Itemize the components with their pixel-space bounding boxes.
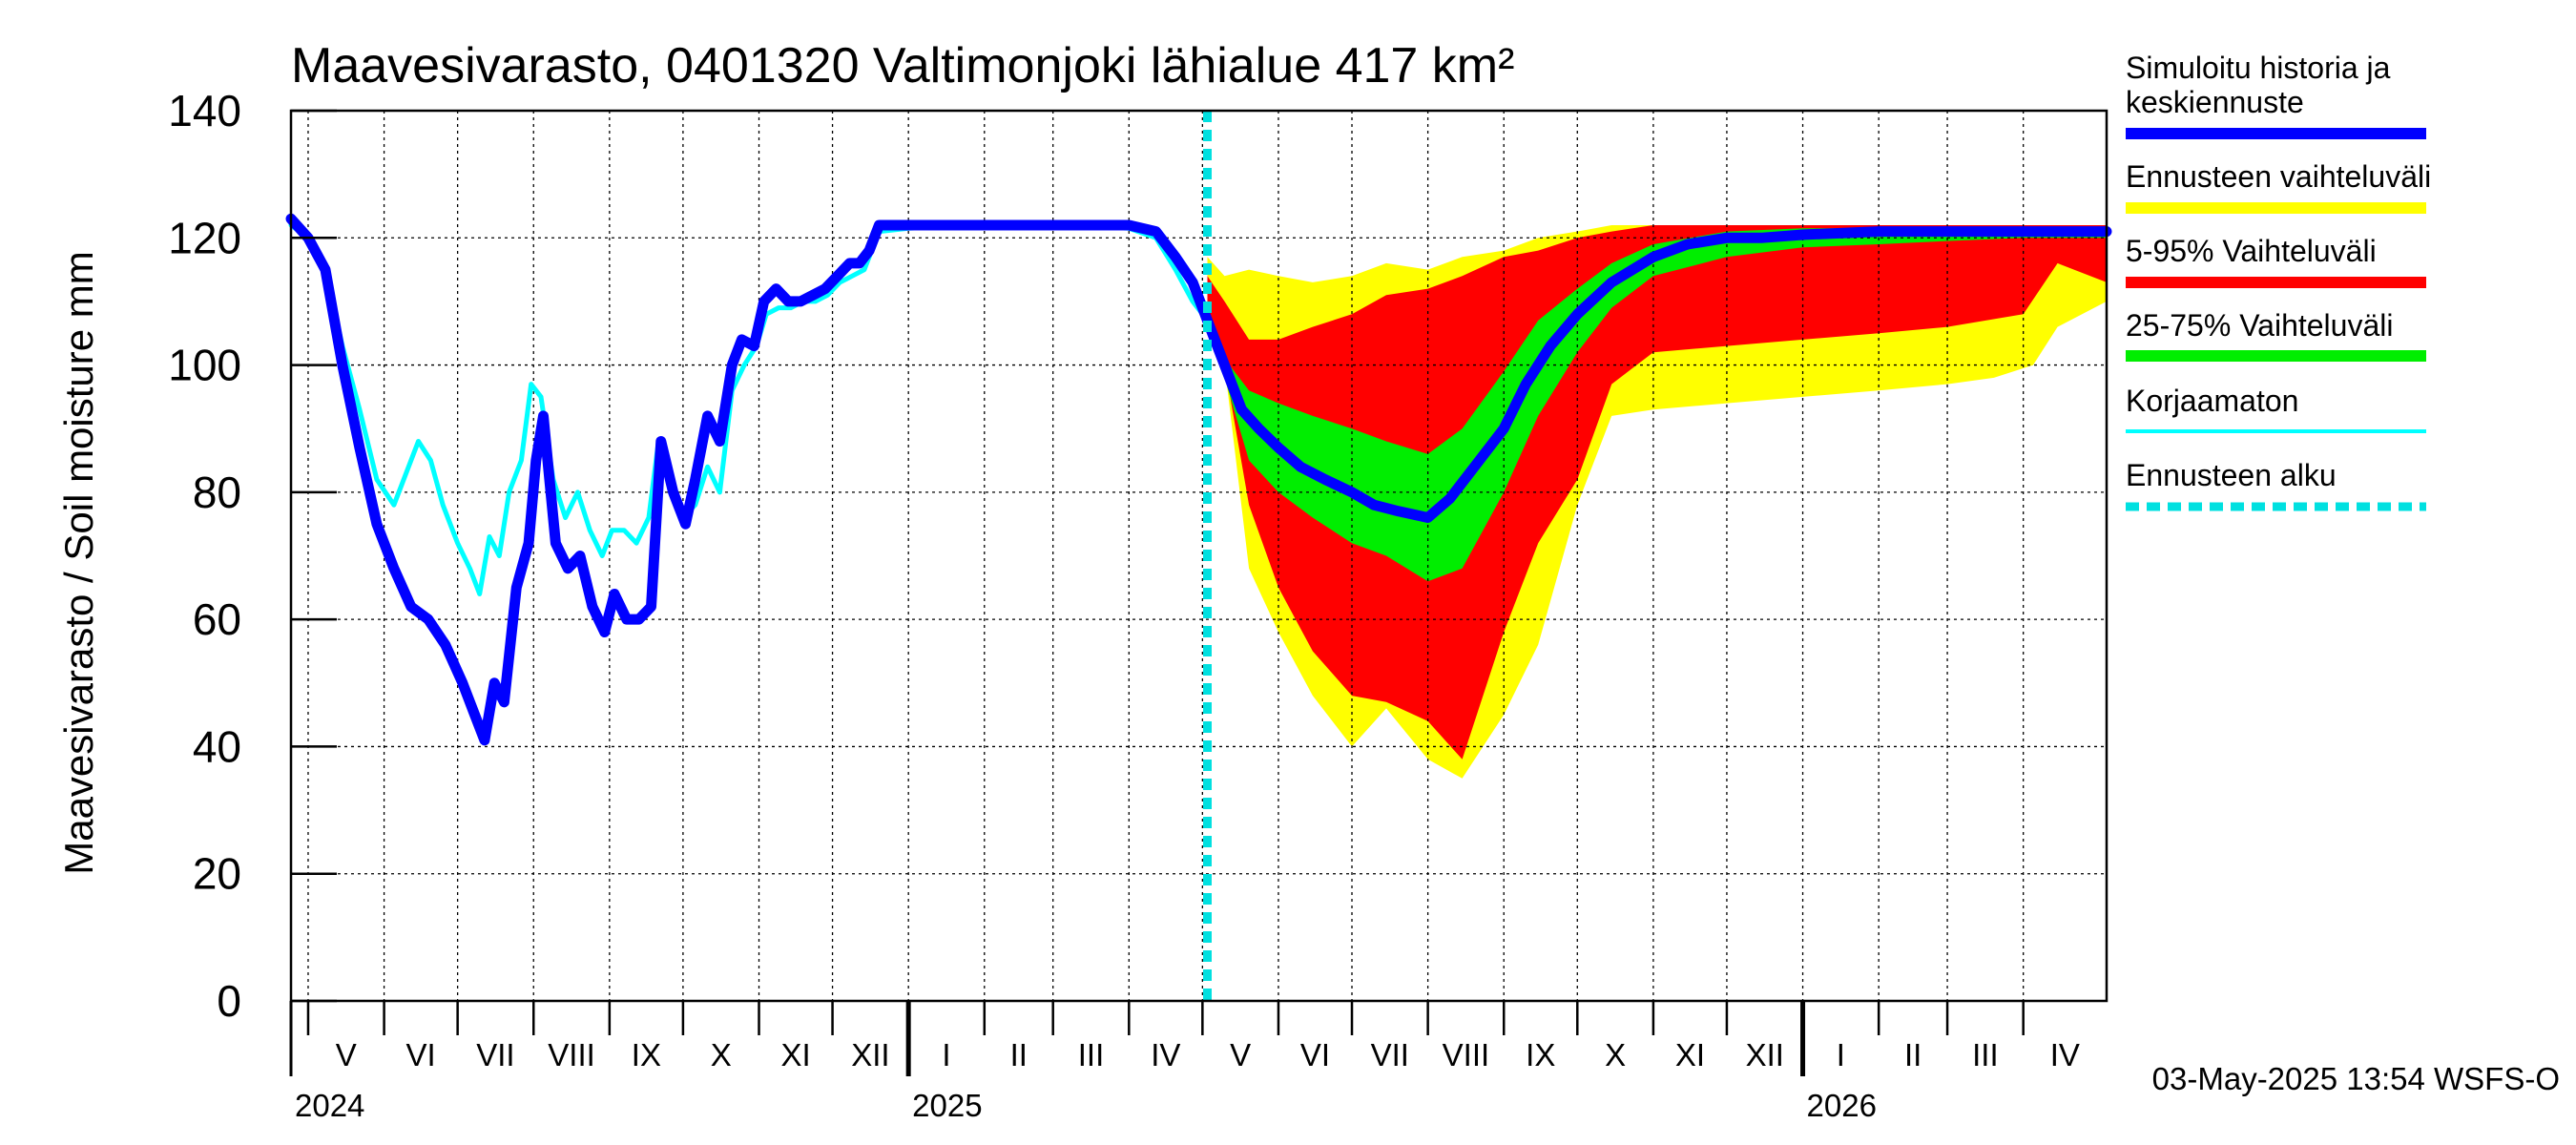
x-year-label: 2024 [295,1088,364,1123]
y-tick-label: 0 [217,976,241,1026]
y-tick-label: 20 [193,849,241,899]
x-month-label: X [711,1037,732,1072]
x-month-label: XI [1675,1037,1705,1072]
grid-lines [291,111,2107,1001]
forecast-bands [1207,225,2107,779]
y-tick-label: 80 [193,468,241,517]
x-month-label: VI [1300,1037,1330,1072]
y-tick-label: 120 [168,213,241,262]
legend-label: keskiennuste [2126,85,2304,119]
y-axis-ticks: 0 20 40 60 80 100 120 140 [168,86,337,1026]
x-axis: V VI VII VIII IX X XI XII I II III IV V VI VII VIII IX X X… [289,1001,2080,1123]
x-month-label: II [1904,1037,1922,1072]
legend-label: Korjaamaton [2126,384,2298,418]
legend-label: Ennusteen vaihteluväli [2126,159,2431,194]
y-tick-label: 40 [193,721,241,771]
plot-border [289,109,2109,1003]
band-5-95-vaihteluv-li [1207,225,2107,760]
y-tick-label: 140 [168,86,241,135]
x-month-label: XI [780,1037,810,1072]
band-25-75-vaihteluv-li [1207,228,2107,582]
x-month-label: VII [1371,1037,1409,1072]
chart-title: Maavesivarasto, 0401320 Valtimonjoki läh… [291,38,1514,94]
x-month-label: I [942,1037,950,1072]
line-korjaamaton [288,222,1210,596]
x-month-label: VII [476,1037,514,1072]
x-year-label: 2026 [1807,1088,1877,1123]
x-month-label: VI [406,1037,436,1072]
x-month-label: III [1972,1037,1999,1072]
legend-label: 25-75% Vaihteluväli [2126,308,2393,343]
line-simuloitu-historia-ja-keskiennuste [285,213,2112,746]
x-month-label: XII [1746,1037,1784,1072]
x-month-label: XII [851,1037,889,1072]
x-month-label: IV [2050,1037,2080,1072]
legend-label: 5-95% Vaihteluväli [2126,234,2377,268]
x-month-label: IX [1526,1037,1555,1072]
y-axis-label: Maavesivarasto / Soil moisture mm [56,251,101,875]
x-month-label: VIII [548,1037,595,1072]
y-tick-label: 100 [168,341,241,390]
x-month-label: V [1230,1037,1251,1072]
x-month-label: IV [1151,1037,1180,1072]
x-month-label: II [1010,1037,1028,1072]
x-month-label: I [1837,1037,1845,1072]
plot-frame [289,109,2109,1003]
legend-label: Simuloitu historia ja [2126,51,2391,85]
x-month-label: VIII [1443,1037,1490,1072]
x-month-label: IX [632,1037,661,1072]
x-month-label: V [336,1037,357,1072]
y-tick-label: 60 [193,594,241,644]
x-year-label: 2025 [912,1088,982,1123]
footer-timestamp: 03-May-2025 13:54 WSFS-O [2152,1061,2560,1096]
series-lines [285,213,2112,746]
legend-label: Ennusteen alku [2126,458,2337,492]
x-month-label: X [1605,1037,1626,1072]
x-month-label: III [1078,1037,1105,1072]
